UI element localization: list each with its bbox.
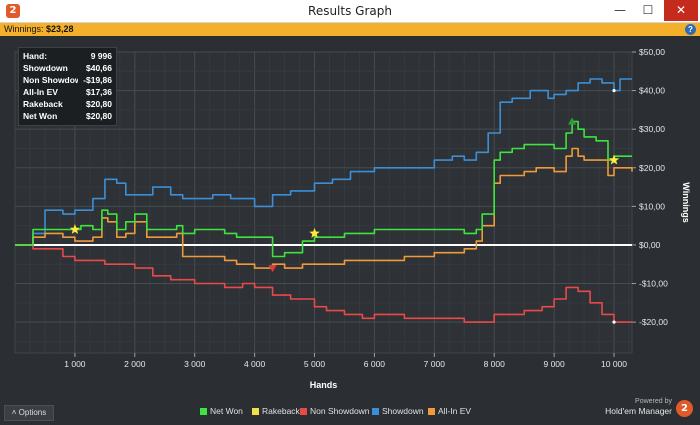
stat-value: $40,66 bbox=[86, 63, 112, 73]
legend-item-all-in-ev[interactable]: All-In EV bbox=[428, 405, 471, 417]
stat-row-net-won: Net Won $20,80 bbox=[23, 111, 112, 122]
series-line-showdown bbox=[15, 78, 632, 246]
star-marker bbox=[69, 224, 81, 234]
down-triangle-marker bbox=[268, 265, 277, 273]
stat-row-all-in-ev: All-In EV $17,36 bbox=[23, 87, 112, 98]
dot-marker bbox=[612, 320, 616, 324]
winnings-summary: Winnings: $23,28 bbox=[4, 23, 74, 36]
x-tick-label: 6 000 bbox=[364, 359, 386, 369]
results-chart[interactable]: 1 000 2 000 3 000 4 000 5 000 6 000 7 000 8 000… bbox=[0, 37, 700, 405]
legend-label: Rakeback bbox=[262, 406, 300, 416]
legend-label: All-In EV bbox=[438, 406, 472, 416]
y-tick-label: $50,00 bbox=[639, 47, 665, 57]
x-tick-label: 3 000 bbox=[184, 359, 206, 369]
legend-swatch bbox=[300, 408, 307, 415]
minimize-button[interactable]: — bbox=[614, 3, 626, 17]
stat-row-hand: Hand: 9 996 bbox=[23, 51, 112, 62]
legend-swatch bbox=[428, 408, 435, 415]
options-button[interactable]: ˄ Options bbox=[4, 405, 54, 421]
x-tick-label: 8 000 bbox=[484, 359, 506, 369]
winnings-value: $23,28 bbox=[46, 24, 74, 34]
series-line-net-won bbox=[15, 120, 632, 258]
x-tick-label: 10 000 bbox=[601, 359, 627, 369]
x-tick-label: 7 000 bbox=[424, 359, 446, 369]
legend-swatch bbox=[372, 408, 379, 415]
x-tick-label: 2 000 bbox=[124, 359, 146, 369]
stat-row-rakeback: Rakeback $20,80 bbox=[23, 99, 112, 110]
stats-tooltip: Hand: 9 996 Showdown $40,66 Non Showdown -$… bbox=[18, 47, 117, 126]
x-tick-label: 5 000 bbox=[304, 359, 326, 369]
window-title: Results Graph bbox=[308, 4, 392, 18]
y-tick-label: $10,00 bbox=[639, 201, 665, 211]
x-tick-label: 1 000 bbox=[64, 359, 86, 369]
y-tick-label: -$20,00 bbox=[639, 317, 668, 327]
chart-legend: Net Won Rakeback Non Showdown Showdown A… bbox=[0, 405, 700, 417]
stat-value: 9 996 bbox=[90, 51, 112, 61]
legend-item-non-showdown[interactable]: Non Showdown bbox=[300, 405, 370, 417]
x-tick-label: 9 000 bbox=[543, 359, 565, 369]
stat-row-non-showdown: Non Showdown -$19,86 bbox=[23, 75, 112, 86]
stat-label: All-In EV bbox=[23, 87, 58, 97]
y-tick-label: -$10,00 bbox=[639, 279, 668, 289]
legend-item-showdown[interactable]: Showdown bbox=[372, 405, 424, 417]
stat-value: $20,80 bbox=[86, 111, 112, 121]
winnings-label: Winnings: bbox=[4, 24, 44, 34]
powered-by-label: Powered by bbox=[635, 398, 672, 405]
stat-value: $17,36 bbox=[86, 87, 112, 97]
x-axis-title: Hands bbox=[310, 380, 338, 390]
legend-label: Showdown bbox=[382, 406, 424, 416]
maximize-button[interactable]: ☐ bbox=[642, 3, 654, 17]
powered-by: Powered by Hold'em Manager bbox=[605, 398, 672, 417]
y-tick-label: $40,00 bbox=[639, 86, 665, 96]
stat-label: Showdown bbox=[23, 63, 68, 73]
y-axis-title: Winnings bbox=[681, 182, 691, 222]
legend-label: Non Showdown bbox=[310, 406, 370, 416]
up-triangle-marker bbox=[568, 117, 577, 125]
star-marker bbox=[309, 227, 320, 238]
hm-logo-icon: 2 bbox=[676, 400, 693, 417]
app-logo-icon: 2 bbox=[6, 4, 20, 18]
y-tick-label: $20,00 bbox=[639, 163, 665, 173]
star-marker bbox=[608, 154, 620, 165]
stat-value: -$19,86 bbox=[83, 75, 112, 85]
stat-label: Non Showdown bbox=[23, 75, 78, 85]
close-button[interactable]: ✕ bbox=[664, 0, 698, 21]
legend-swatch bbox=[252, 408, 259, 415]
winnings-bar: Winnings: $23,28 ? bbox=[0, 23, 700, 36]
series-line-all-in-ev bbox=[15, 147, 633, 269]
stat-label: Net Won bbox=[23, 111, 58, 121]
legend-item-net-won[interactable]: Net Won bbox=[200, 405, 243, 417]
help-icon[interactable]: ? bbox=[685, 24, 696, 35]
legend-label: Net Won bbox=[210, 406, 243, 416]
stat-value: $20,80 bbox=[86, 99, 112, 109]
series-line-non-showdown bbox=[15, 244, 632, 323]
legend-swatch bbox=[200, 408, 207, 415]
dot-marker bbox=[612, 88, 616, 93]
x-tick-label: 4 000 bbox=[244, 359, 266, 369]
stat-label: Rakeback bbox=[23, 99, 63, 109]
title-bar: 2 Results Graph — ☐ ✕ bbox=[0, 0, 700, 23]
y-tick-label: $0,00 bbox=[639, 240, 661, 250]
y-tick-label: $30,00 bbox=[639, 124, 665, 134]
legend-item-rakeback[interactable]: Rakeback bbox=[252, 405, 300, 417]
stat-label: Hand: bbox=[23, 51, 48, 61]
stat-row-showdown: Showdown $40,66 bbox=[23, 63, 112, 74]
product-name: Hold'em Manager bbox=[605, 406, 672, 416]
